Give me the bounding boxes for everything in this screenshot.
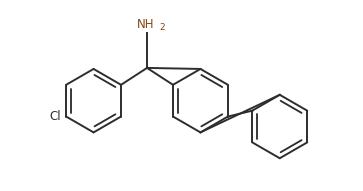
Text: Cl: Cl — [49, 110, 61, 123]
Text: NH: NH — [136, 18, 154, 31]
Text: 2: 2 — [159, 23, 165, 32]
